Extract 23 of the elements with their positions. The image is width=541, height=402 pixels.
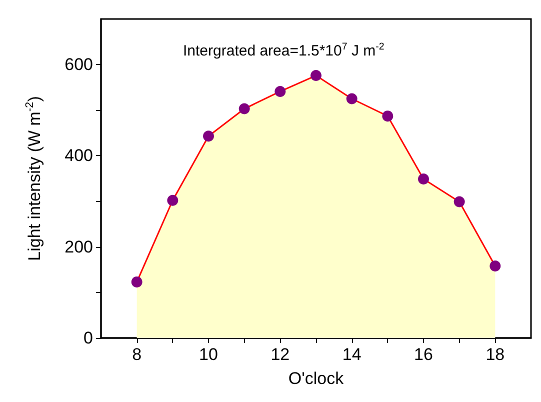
- x-tick-label: 16: [414, 345, 433, 364]
- y-axis-title: Light intensity (W m-2): [24, 96, 44, 261]
- y-tick-label: 200: [64, 237, 93, 256]
- y-tick-label: 0: [84, 328, 93, 348]
- x-tick-label: 8: [132, 345, 142, 364]
- y-tick-label: 600: [64, 55, 93, 74]
- point: [274, 86, 286, 97]
- y-tick-label: 400: [64, 146, 93, 166]
- point: [203, 130, 214, 142]
- point: [418, 173, 429, 184]
- point: [490, 260, 501, 272]
- point: [382, 110, 394, 122]
- point: [310, 70, 322, 82]
- point: [346, 93, 358, 104]
- point: [131, 276, 142, 288]
- point: [167, 194, 178, 206]
- x-tick-label: 12: [270, 345, 290, 364]
- x-tick-label: 18: [486, 345, 505, 364]
- x-tick-label: 10: [199, 345, 218, 364]
- x-tick-label: 14: [342, 345, 362, 364]
- point: [454, 196, 465, 208]
- x-axis-title: O'clock: [288, 369, 344, 388]
- point: [238, 103, 250, 114]
